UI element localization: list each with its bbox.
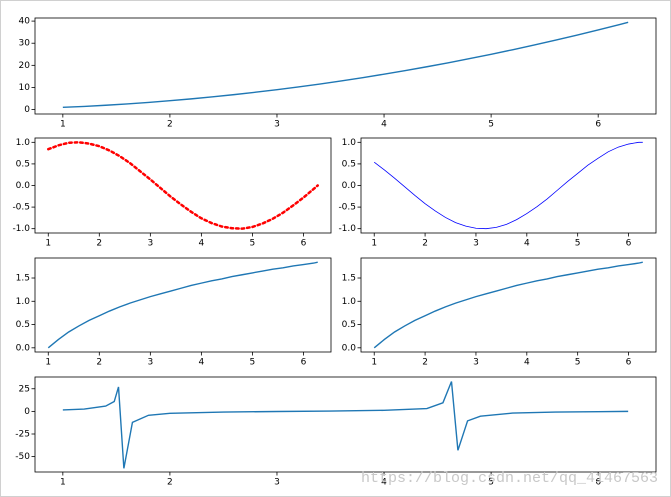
y-tick-label: -1.0	[12, 224, 30, 234]
y-tick-label: 0	[24, 407, 30, 417]
y-tick-label: 0.0	[342, 343, 357, 353]
x-tick-label: 4	[199, 239, 205, 249]
x-tick-label: 2	[422, 358, 428, 368]
y-tick-label: 0.0	[16, 181, 31, 191]
x-tick-label: 4	[524, 358, 530, 368]
x-tick-label: 2	[167, 120, 173, 130]
x-tick-label: 3	[274, 478, 280, 488]
data-line	[47, 141, 319, 230]
axes-frame	[34, 376, 657, 473]
x-tick-label: 2	[167, 478, 173, 488]
x-tick-label: 4	[381, 478, 387, 488]
y-tick-label: -1.0	[338, 224, 356, 234]
x-tick-label: 3	[147, 358, 153, 368]
x-tick-label: 2	[96, 358, 102, 368]
x-tick-label: 5	[575, 239, 581, 249]
x-tick-label: 3	[147, 239, 153, 249]
y-tick-label: -25	[15, 430, 30, 440]
y-tick-label: 0.5	[342, 320, 356, 330]
x-tick-label: 5	[250, 239, 256, 249]
x-tick-label: 5	[488, 478, 494, 488]
data-line	[62, 21, 629, 109]
y-tick-label: 20	[19, 61, 31, 71]
y-tick-label: 1.0	[342, 138, 357, 148]
x-tick-label: 6	[626, 358, 632, 368]
y-tick-label: -0.5	[12, 203, 30, 213]
y-tick-label: 30	[19, 39, 31, 49]
y-tick-label: 0.5	[342, 159, 356, 169]
x-tick-label: 1	[60, 120, 66, 130]
y-tick-label: 0	[24, 105, 30, 115]
y-tick-label: 25	[19, 384, 30, 394]
x-tick-label: 5	[575, 358, 581, 368]
x-tick-label: 6	[301, 239, 307, 249]
y-tick-label: 0.0	[16, 343, 31, 353]
x-tick-label: 4	[381, 120, 387, 130]
y-tick-label: 0.0	[342, 181, 357, 191]
x-tick-label: 1	[45, 239, 51, 249]
x-tick-label: 1	[371, 239, 377, 249]
x-tick-label: 4	[524, 239, 530, 249]
x-tick-label: 6	[595, 120, 601, 130]
x-tick-label: 5	[488, 120, 494, 130]
axes-frame	[34, 257, 332, 353]
data-line	[373, 261, 643, 349]
data-line	[47, 261, 318, 349]
y-tick-label: 1.0	[16, 297, 31, 307]
y-tick-label: 1.5	[342, 274, 356, 284]
x-tick-label: 3	[473, 358, 479, 368]
y-tick-label: 1.5	[16, 274, 30, 284]
y-tick-label: 0.5	[16, 159, 30, 169]
axes-frame	[34, 17, 657, 115]
watermark: https://blog.csdn.net/qq_41467563	[361, 470, 658, 487]
x-tick-label: 1	[45, 358, 51, 368]
x-tick-label: 2	[96, 239, 102, 249]
x-tick-label: 3	[274, 120, 280, 130]
data-line	[373, 141, 643, 230]
y-tick-label: 0.5	[16, 320, 30, 330]
data-line	[62, 381, 629, 469]
x-tick-label: 2	[422, 239, 428, 249]
y-tick-label: -50	[15, 452, 30, 462]
x-tick-label: 3	[473, 239, 479, 249]
y-tick-label: 40	[19, 17, 31, 27]
y-tick-label: -0.5	[338, 203, 356, 213]
x-tick-label: 1	[371, 358, 377, 368]
x-tick-label: 1	[60, 478, 66, 488]
y-tick-label: 1.0	[16, 138, 31, 148]
x-tick-label: 5	[250, 358, 256, 368]
x-tick-label: 6	[626, 239, 632, 249]
x-tick-label: 6	[595, 478, 601, 488]
x-tick-label: 6	[301, 358, 307, 368]
y-tick-label: 10	[19, 83, 31, 93]
x-tick-label: 4	[199, 358, 205, 368]
axes-frame	[360, 257, 657, 353]
y-tick-label: 1.0	[342, 297, 357, 307]
